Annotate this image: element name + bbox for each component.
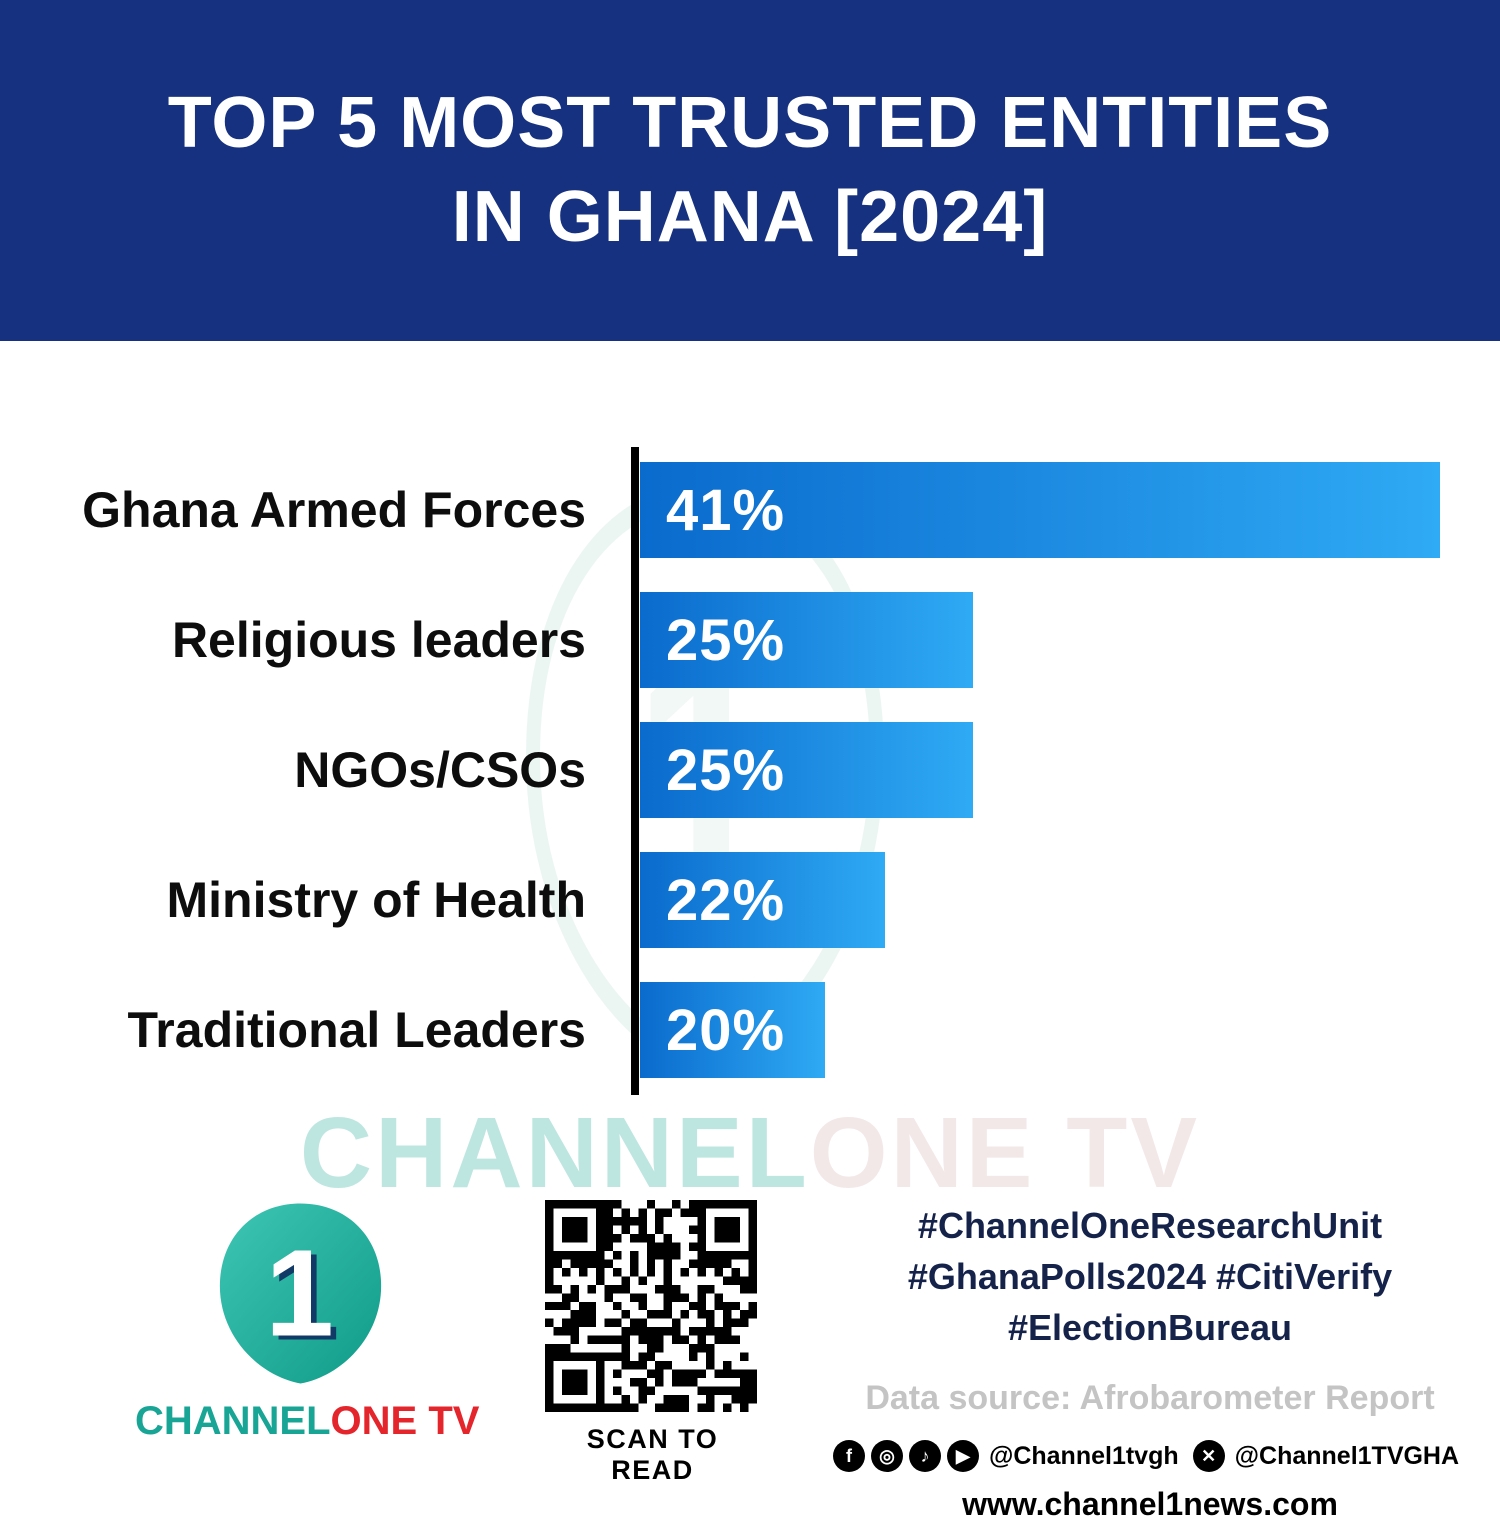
tiktok-icon: ♪	[908, 1440, 941, 1473]
bar-row: NGOs/CSOs 25%	[0, 722, 1500, 818]
category-label: Ministry of Health	[166, 872, 586, 928]
bar-row: Ghana Armed Forces 41%	[0, 462, 1500, 558]
qr-block: SCAN TO READ	[545, 1200, 760, 1486]
category-label: NGOs/CSOs	[294, 742, 586, 798]
bar-value-label: 25%	[666, 607, 786, 673]
header-banner: TOP 5 MOST TRUSTED ENTITIES IN GHANA [20…	[0, 0, 1500, 341]
svg-text:1: 1	[270, 1228, 339, 1366]
bar: 20%	[640, 982, 825, 1078]
category-label: Religious leaders	[171, 612, 586, 668]
hashtags: #ChannelOneResearchUnit #GhanaPolls2024 …	[850, 1200, 1450, 1353]
qr-caption: SCAN TO READ	[586, 1424, 719, 1485]
channel-one-logo-block: 1 1 CHANNELONE TV	[135, 1196, 479, 1444]
page-title-line2: IN GHANA [2024]	[451, 176, 1049, 257]
brand-wordmark: CHANNELONE TV	[135, 1399, 479, 1444]
hashtag-line-3: #ElectionBureau	[1007, 1307, 1293, 1349]
instagram-icon: ◎	[870, 1440, 903, 1473]
bar-value-label: 25%	[666, 737, 786, 803]
bar: 25%	[640, 592, 973, 688]
brand-wordmark-channel: CHANNEL	[135, 1399, 331, 1443]
hashtag-line-2: #GhanaPolls2024 #CitiVerify	[907, 1256, 1393, 1298]
bar-value-label: 41%	[666, 477, 786, 543]
hashtag-line-1: #ChannelOneResearchUnit	[917, 1205, 1383, 1246]
bar-chart: Ghana Armed Forces 41% Religious leaders 25…	[0, 462, 1500, 1112]
x-icon: ✕	[1192, 1440, 1225, 1473]
watermark-part2: ONE TV	[809, 1097, 1201, 1209]
social-row: f ◎ ♪ ▶ @Channel1tvgh ✕ @Channel1TVGHA	[832, 1440, 1459, 1473]
brand-watermark: CHANNELONE TV	[0, 1096, 1500, 1211]
channel-one-logo-icon: 1 1	[219, 1203, 381, 1384]
facebook-icon: f	[832, 1440, 865, 1473]
bar-row: Religious leaders 25%	[0, 592, 1500, 688]
bar: 22%	[640, 852, 885, 948]
watermark-part1: CHANNEL	[299, 1097, 810, 1209]
qr-code	[545, 1200, 757, 1412]
bar-row: Traditional Leaders 20%	[0, 982, 1500, 1078]
website-url: www.channel1news.com	[962, 1486, 1338, 1523]
bar-value-label: 20%	[666, 997, 786, 1063]
social-handle-2: @Channel1TVGHA	[1234, 1441, 1460, 1470]
bar-row: Ministry of Health 22%	[0, 852, 1500, 948]
youtube-icon: ▶	[946, 1440, 979, 1473]
brand-wordmark-tv: ONE TV	[330, 1399, 480, 1443]
bar: 41%	[640, 462, 1440, 558]
bar: 25%	[640, 722, 973, 818]
chart-axis	[631, 447, 639, 1095]
page-title-line1: TOP 5 MOST TRUSTED ENTITIES	[167, 82, 1333, 163]
bar-value-label: 22%	[666, 867, 786, 933]
data-source-label: Data source: Afrobarometer Report	[865, 1379, 1435, 1418]
social-handle-1: @Channel1tvgh	[988, 1441, 1179, 1470]
logo-digit: 1	[265, 1225, 334, 1363]
category-label: Traditional Leaders	[127, 1002, 586, 1058]
category-label: Ghana Armed Forces	[82, 482, 586, 538]
footer-info: #ChannelOneResearchUnit #GhanaPolls2024 …	[832, 1200, 1459, 1523]
